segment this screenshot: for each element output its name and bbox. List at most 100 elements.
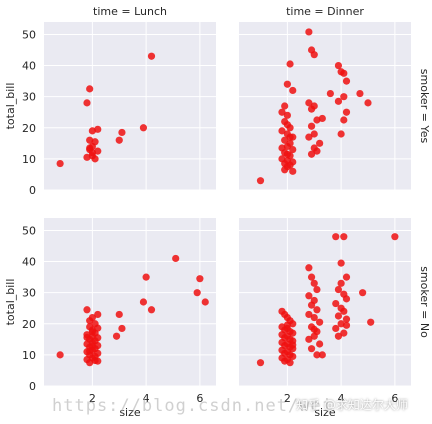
data-point-r1c0-38: [142, 273, 150, 281]
data-point-r1c1-70: [359, 289, 367, 297]
panel-title-c0: time = Lunch: [93, 5, 167, 18]
panel-bg-r1c0: [44, 218, 216, 386]
data-point-r0c0-0: [56, 159, 64, 168]
data-point-r1c1-56: [337, 279, 345, 287]
data-point-r1c1-48: [307, 345, 316, 353]
data-point-r1c0-31: [88, 328, 96, 336]
row-label-r1: smoker = No: [418, 266, 431, 338]
data-point-r1c1-40: [305, 310, 313, 319]
data-point-r0c0-18: [147, 52, 156, 60]
data-point-r0c0-2: [86, 85, 94, 93]
data-point-r0c1-9: [278, 127, 286, 135]
watermark-zhihu: 知乎 @求知达尔大师: [296, 398, 408, 412]
data-point-r0c1-5: [289, 86, 297, 95]
data-point-r1c1-51: [310, 325, 318, 333]
data-point-r1c0-5: [94, 310, 102, 319]
ytick-label-r0-50: 50: [22, 28, 36, 41]
data-point-r0c1-26: [289, 167, 297, 175]
data-point-r1c1-47: [316, 340, 324, 348]
xtick-label-c1-2: 2: [284, 392, 291, 405]
data-point-r1c0-35: [118, 324, 126, 333]
data-point-r1c1-52: [332, 233, 340, 241]
data-point-r1c0-0: [56, 351, 64, 359]
data-point-r0c1-35: [307, 105, 316, 113]
data-point-r1c0-1: [83, 306, 91, 314]
data-point-r1c1-67: [340, 329, 348, 337]
watermark-url: https://blog.csdn.net/wei: [52, 396, 333, 416]
data-point-r0c1-32: [310, 51, 318, 59]
data-point-r1c0-41: [193, 289, 201, 297]
data-point-r1c1-59: [342, 295, 351, 303]
data-point-r1c1-36: [305, 292, 313, 300]
data-point-r0c0-14: [88, 149, 96, 157]
ytick-label-r1-50: 50: [22, 224, 36, 237]
data-point-r0c0-11: [83, 153, 91, 161]
data-point-r0c0-17: [139, 124, 148, 132]
data-point-r1c1-55: [342, 273, 351, 281]
data-point-r1c1-57: [334, 285, 343, 294]
data-point-r1c1-42: [316, 318, 324, 326]
xtick-label-c1-6: 6: [391, 392, 398, 405]
y-axis-label-r1: total_bill: [4, 279, 17, 326]
data-point-r0c1-42: [313, 147, 321, 155]
data-point-r0c1-29: [283, 121, 291, 129]
data-point-r1c1-31: [283, 321, 291, 329]
data-point-r1c0-36: [112, 332, 121, 340]
data-point-r1c1-35: [313, 285, 321, 294]
ytick-label-r1-20: 20: [22, 318, 36, 331]
data-point-r0c1-43: [307, 150, 316, 158]
data-point-r0c1-30: [305, 28, 313, 36]
ytick-label-r1-30: 30: [22, 287, 36, 300]
ytick-label-r0-20: 20: [22, 122, 36, 135]
ytick-label-r0-40: 40: [22, 60, 36, 73]
data-point-r0c1-16: [289, 145, 297, 154]
data-point-r1c1-71: [367, 318, 375, 326]
x-axis-label-c0: size: [119, 406, 141, 419]
ytick-label-r1-10: 10: [22, 349, 36, 362]
data-point-r0c1-56: [326, 89, 334, 98]
data-point-r0c1-28: [286, 133, 294, 141]
ytick-label-r1-40: 40: [22, 256, 36, 269]
data-point-r1c1-10: [289, 329, 297, 337]
data-point-r1c1-60: [332, 299, 340, 308]
data-point-r0c1-49: [340, 93, 348, 101]
data-point-r0c0-4: [94, 125, 102, 133]
data-point-r1c0-30: [83, 333, 91, 342]
panel-title-c1: time = Dinner: [286, 5, 364, 18]
data-point-r1c0-34: [115, 310, 123, 319]
data-point-r1c1-45: [310, 332, 318, 340]
data-point-r1c1-46: [305, 335, 313, 343]
xtick-label-c0-6: 6: [196, 392, 203, 405]
data-point-r1c1-30: [289, 341, 297, 349]
data-point-r1c1-38: [307, 301, 316, 309]
data-point-r0c1-4: [286, 60, 294, 68]
data-point-r0c1-33: [305, 99, 313, 107]
data-point-r0c1-45: [334, 61, 343, 70]
data-point-r0c1-2: [281, 102, 289, 110]
data-point-r0c1-52: [340, 116, 348, 124]
row-label-r0: smoker = Yes: [418, 69, 431, 144]
data-point-r1c0-37: [139, 298, 148, 306]
data-point-r1c0-32: [94, 324, 102, 332]
data-point-r1c1-50: [318, 351, 326, 359]
x-axis-label-c1: size: [314, 406, 336, 419]
ytick-label-r1-0: 0: [29, 380, 36, 393]
data-point-r0c1-39: [305, 133, 313, 141]
ytick-label-r0-30: 30: [22, 91, 36, 104]
data-point-r1c0-33: [86, 347, 94, 355]
data-point-r0c0-1: [83, 99, 91, 107]
data-point-r1c0-28: [91, 356, 99, 365]
data-point-r0c0-16: [118, 128, 126, 137]
ytick-label-r0-10: 10: [22, 153, 36, 166]
data-point-r0c1-1: [278, 108, 286, 116]
data-point-r0c1-27: [281, 166, 289, 174]
data-point-r1c1-53: [340, 233, 348, 241]
xtick-label-c1-4: 4: [338, 392, 345, 405]
data-point-r1c0-42: [196, 275, 204, 283]
data-point-r0c1-53: [337, 130, 345, 138]
data-point-r1c1-32: [305, 264, 313, 272]
data-point-r1c1-72: [391, 233, 399, 241]
data-point-r0c1-40: [316, 139, 324, 147]
data-point-r1c1-34: [310, 279, 318, 287]
